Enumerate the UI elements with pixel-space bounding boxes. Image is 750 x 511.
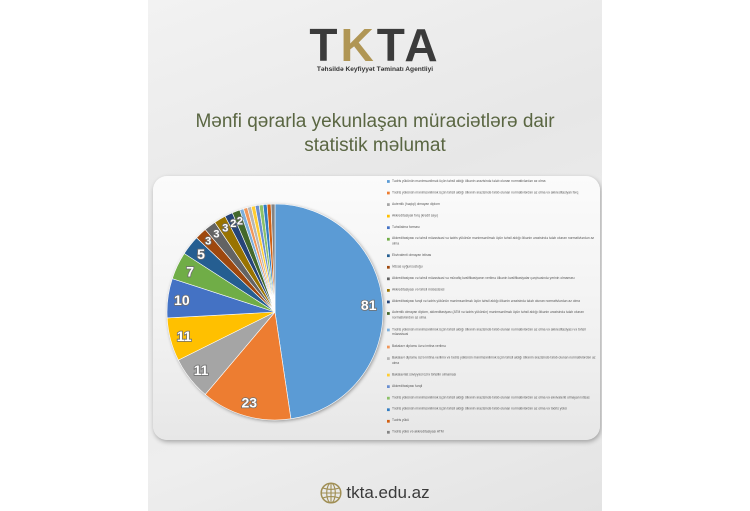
legend-marker (387, 408, 390, 411)
website-link[interactable]: tkta.edu.az (346, 483, 430, 502)
legend-item: Tədris yükünün mənimsənilmək üçün təhsil… (387, 407, 598, 412)
legend-label: Akkreditasiyası və təhsil müəssisəsi və … (391, 276, 575, 281)
legend-label: Autentik (həqiqi) olmayan diplom (391, 202, 440, 206)
legend-label: Akkreditasiyası fərqli (391, 384, 423, 388)
legend-marker (387, 373, 390, 377)
legend-item: Tədris yükünün mənimsənilmək üçün təhsil… (387, 327, 598, 338)
legend-item: Akkreditasiyası və təhsil müəssisəsi və … (387, 276, 598, 281)
chart-card: 81 23 11 11 10 7 5 3 3 3 2 2 Tədris yükünün mənimsə… (153, 176, 600, 440)
data-label: 2 (237, 215, 243, 227)
pie-slice (274, 203, 384, 420)
pie-slice (204, 311, 292, 421)
legend-marker (387, 226, 390, 229)
legend-item: Akkreditasiyası fərqli (387, 384, 598, 389)
legend-marker (387, 396, 390, 400)
legend-marker (387, 214, 390, 218)
legend-item: Təhsilalma forması (387, 225, 598, 230)
legend-label: Akkreditasiyası və təhsil müəssisəsi (391, 288, 445, 292)
legend-item: Akkreditasiyası və təhsil müəssisəsi və … (387, 236, 598, 247)
legend-item: Akkreditasiyası fərqli və tədris yükünün… (387, 299, 598, 304)
logo-letter: K (340, 19, 377, 71)
legend-item: Tədris yükünün mənimsənilmək üçün təhsil… (387, 395, 598, 400)
legend-label: Tədris yükünün mənimsənilmək üçün təhsil… (391, 395, 590, 400)
data-label: 3 (213, 228, 219, 240)
data-label: 3 (205, 235, 211, 247)
legend-marker (387, 328, 390, 332)
chart-legend: Tədris yükünün mənimsənilmək üçün təhsil… (387, 179, 598, 435)
pie-slices (166, 203, 384, 421)
legend-marker (387, 254, 390, 258)
data-label: 11 (194, 362, 209, 378)
pie-slice (270, 203, 276, 313)
legend-label: Tədris yükünün mənimsənilmək üçün təhsil… (391, 179, 546, 183)
legend-marker (387, 300, 390, 304)
legend-marker (387, 191, 390, 195)
logo-tagline: Təhsildə Keyfiyyət Təminatı Agentliyi (316, 66, 434, 73)
legend-label: Akkreditasiyalı fərq (kredit sayı) (391, 214, 438, 218)
legend-marker (387, 277, 390, 281)
legend-item: Tədris yükü və akkreditasiyası ATM (387, 430, 598, 435)
data-label: 7 (186, 264, 194, 280)
legend-marker (387, 311, 390, 315)
legend-marker (387, 203, 390, 206)
page-title-line: Mənfi qərarla yekunlaşan müraciətlərə da… (195, 111, 555, 132)
legend-label: Tədris yükünün mənimsənilmək üçün təhsil… (391, 327, 586, 337)
footer: tkta.edu.az (148, 481, 602, 505)
legend-label: Tədris yükünün mənimsənilmək üçün təhsil… (391, 191, 579, 195)
legend-marker (387, 419, 390, 423)
legend-marker (387, 356, 390, 360)
legend-marker (387, 345, 390, 349)
legend-item: Autentik olmayan diplom, akkreditasiyası… (387, 311, 598, 322)
legend-marker (387, 180, 390, 184)
legend-label: Akkreditasiyası və təhsil müəssisəsi və … (391, 236, 595, 246)
legend-marker (387, 385, 390, 388)
data-label: 81 (361, 297, 377, 313)
logo: TKTA (148, 22, 602, 68)
logo-letter: T (309, 19, 341, 71)
page-title-line: statistik məlumat (304, 135, 446, 156)
legend-item: Tədris yükünün mənimsənilmək üçün təhsil… (387, 190, 598, 195)
legend-label: Bakalavr diplomu üzrə imtina verilmə və … (391, 356, 596, 365)
legend-item: Akkreditasiyalı fərq (kredit sayı) (387, 213, 598, 218)
legend-item: Tədris yükünün mənimsənilmək üçün təhsil… (387, 179, 598, 184)
legend-marker (387, 265, 390, 269)
data-label: 23 (242, 394, 258, 410)
data-label: 10 (174, 292, 190, 308)
infographic-poster: TKTA Təhsildə Keyfiyyət Təminatı Agentli… (148, 0, 602, 511)
data-label: 3 (222, 222, 228, 234)
legend-marker (387, 288, 390, 292)
legend-item: Bakalavriat səviyyəsi üzrə təhsilin olma… (387, 372, 598, 377)
globe-icon (320, 482, 342, 504)
legend-marker (387, 237, 390, 241)
legend-item: Akkreditasiyası və təhsil müəssisəsi (387, 288, 598, 293)
legend-item: Ekvivalenti olmayan ixtisas (387, 253, 598, 258)
legend-item: Autentik (həqiqi) olmayan diplom (387, 202, 598, 207)
data-label: 11 (177, 328, 192, 344)
legend-label: Bakalavr diplomu üzrə imtina verilmə (391, 344, 446, 349)
legend-label: Autentik olmayan diplom, akkreditasiyası… (391, 311, 584, 320)
legend-label: Tədris yükü (391, 418, 410, 423)
legend-marker (387, 431, 390, 434)
legend-label: Ekvivalenti olmayan ixtisas (391, 253, 432, 258)
legend-item: Tədris yükü (387, 418, 598, 423)
legend-label: Tədris yükünün mənimsənilmək üçün təhsil… (391, 407, 567, 411)
page-title: Mənfi qərarla yekunlaşan müraciətlərə da… (148, 110, 602, 158)
legend-item: İxtisas uyğunsuzluğu (387, 265, 598, 270)
legend-item: Bakalavr diplomu üzrə imtina verilmə və … (387, 356, 598, 367)
logo-letter: T (376, 19, 405, 71)
logo-letter: A (404, 19, 441, 71)
data-label: 5 (197, 246, 205, 262)
legend-item: Bakalavr diplomu üzrə imtina verilmə (387, 344, 598, 349)
legend-label: Tədris yükü və akkreditasiyası ATM (391, 430, 444, 434)
legend-label: Akkreditasiyası fərqli və tədris yükünün… (391, 299, 580, 304)
legend-label: Bakalavriat səviyyəsi üzrə təhsilin olma… (391, 373, 457, 377)
data-label: 2 (230, 218, 236, 230)
legend-label: Təhsilalma forması (391, 225, 420, 229)
legend-label: İxtisas uyğunsuzluğu (391, 265, 423, 269)
